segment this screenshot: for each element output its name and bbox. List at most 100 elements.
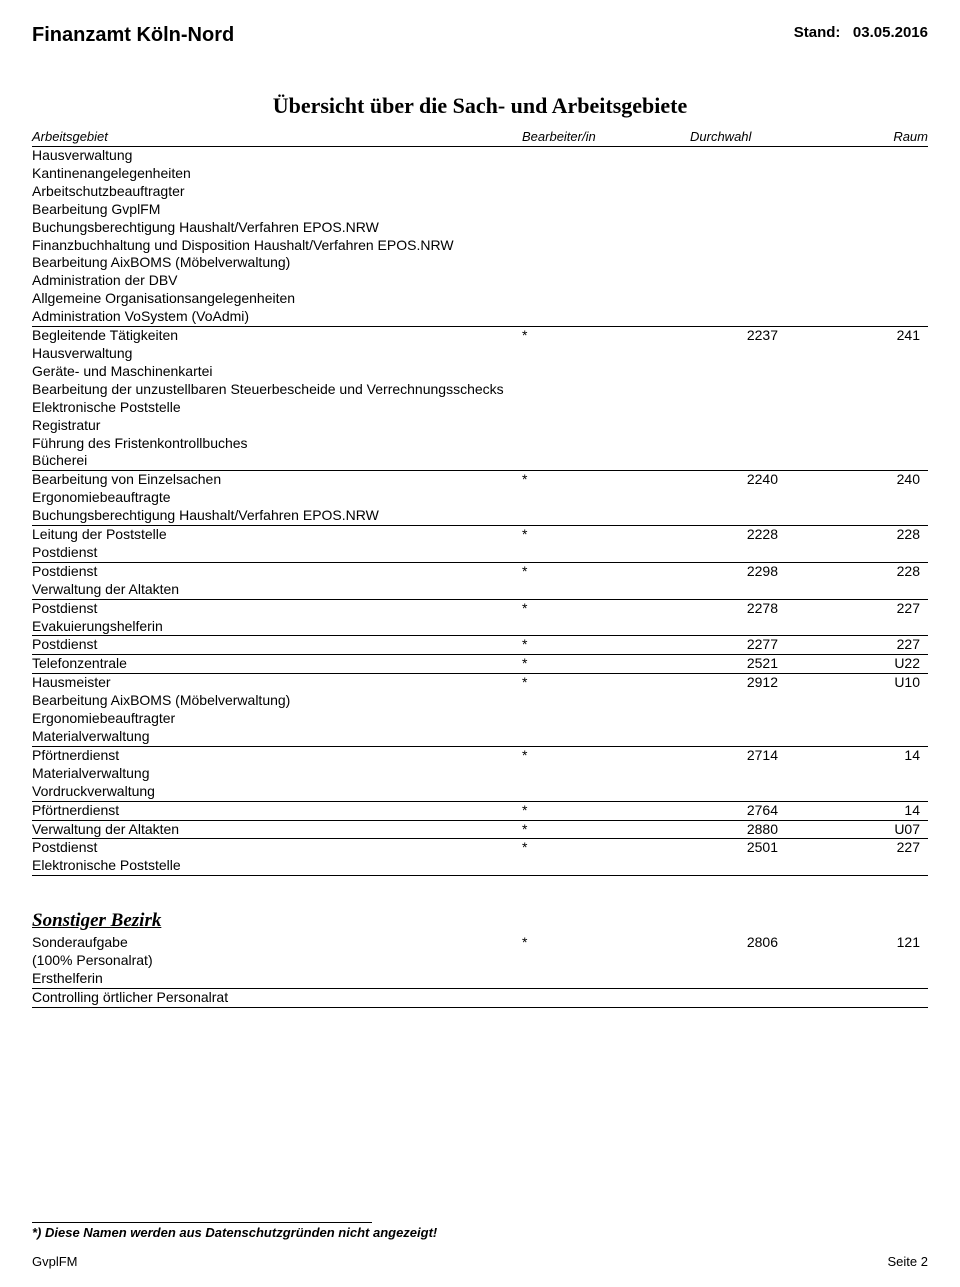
table-row: Bearbeitung von Einzelsachen*2240240 — [32, 471, 928, 489]
cell-raum — [840, 272, 928, 290]
cell-durchwahl: 2277 — [690, 636, 840, 654]
table-row: Bearbeitung GvplFM — [32, 201, 928, 219]
table-row: Bücherei — [32, 452, 928, 471]
cell-bearbeiter — [522, 147, 690, 165]
cell-raum: 228 — [840, 526, 928, 544]
cell-raum — [840, 765, 928, 783]
cell-arbeitsgebiet: Hausmeister — [32, 674, 522, 692]
cell-durchwahl — [690, 618, 840, 636]
cell-arbeitsgebiet: Elektronische Poststelle — [32, 399, 522, 417]
cell-arbeitsgebiet: Pförtnerdienst — [32, 747, 522, 765]
cell-raum — [840, 952, 928, 970]
table-row: Leitung der Poststelle*2228228 — [32, 526, 928, 544]
cell-bearbeiter — [522, 544, 690, 562]
cell-arbeitsgebiet: Postdienst — [32, 839, 522, 857]
table-row: Postdienst*2298228 — [32, 563, 928, 581]
cell-durchwahl: 2240 — [690, 471, 840, 489]
cell-arbeitsgebiet: Elektronische Poststelle — [32, 857, 522, 875]
cell-durchwahl — [690, 435, 840, 453]
cell-bearbeiter — [522, 710, 690, 728]
cell-raum — [840, 290, 928, 308]
cell-durchwahl — [690, 417, 840, 435]
cell-raum — [840, 183, 928, 201]
cell-durchwahl — [690, 308, 840, 326]
cell-durchwahl: 2228 — [690, 526, 840, 544]
table-row: Bearbeitung AixBOMS (Möbelverwaltung) — [32, 254, 928, 272]
cell-raum — [840, 710, 928, 728]
cell-arbeitsgebiet: Bücherei — [32, 452, 522, 470]
cell-bearbeiter — [522, 254, 690, 272]
cell-raum: U10 — [840, 674, 928, 692]
cell-bearbeiter — [522, 417, 690, 435]
cell-raum — [840, 237, 928, 255]
cell-bearbeiter — [522, 201, 690, 219]
cell-durchwahl: 2237 — [690, 327, 840, 345]
cell-durchwahl — [690, 581, 840, 599]
footer-right: Seite 2 — [888, 1254, 928, 1269]
cell-durchwahl — [690, 147, 840, 165]
cell-durchwahl — [690, 989, 840, 1007]
table-row: Postdienst — [32, 544, 928, 563]
cell-durchwahl — [690, 489, 840, 507]
cell-raum — [840, 399, 928, 417]
page-footer: *) Diese Namen werden aus Datenschutzgrü… — [32, 1222, 928, 1269]
cell-durchwahl — [690, 272, 840, 290]
cell-bearbeiter — [522, 783, 690, 801]
cell-arbeitsgebiet: Controlling örtlicher Personalrat — [32, 989, 522, 1007]
col-bearbeiter: Bearbeiter/in — [522, 129, 690, 144]
cell-bearbeiter: * — [522, 821, 690, 839]
cell-bearbeiter — [522, 237, 690, 255]
cell-durchwahl — [690, 183, 840, 201]
cell-raum: 227 — [840, 600, 928, 618]
cell-bearbeiter — [522, 765, 690, 783]
cell-raum — [840, 435, 928, 453]
stand-label: Stand: — [794, 24, 841, 41]
table-row: Ersthelferin — [32, 970, 928, 989]
table-row: Kantinenangelegenheiten — [32, 165, 928, 183]
section2-table: Sonderaufgabe*2806121(100% Personalrat)E… — [32, 934, 928, 1008]
table-row: Controlling örtlicher Personalrat — [32, 989, 928, 1008]
footnote-rule — [32, 1222, 372, 1223]
cell-arbeitsgebiet: Administration der DBV — [32, 272, 522, 290]
cell-durchwahl — [690, 710, 840, 728]
cell-bearbeiter — [522, 507, 690, 525]
cell-bearbeiter — [522, 308, 690, 326]
cell-arbeitsgebiet: Postdienst — [32, 544, 522, 562]
table-row: Administration der DBV — [32, 272, 928, 290]
stand: Stand: 03.05.2016 — [794, 24, 928, 41]
cell-durchwahl — [690, 692, 840, 710]
cell-durchwahl — [690, 363, 840, 381]
cell-arbeitsgebiet: Buchungsberechtigung Haushalt/Verfahren … — [32, 219, 522, 237]
cell-bearbeiter — [522, 363, 690, 381]
table-row: Registratur — [32, 417, 928, 435]
cell-bearbeiter — [522, 183, 690, 201]
cell-bearbeiter: * — [522, 655, 690, 673]
cell-arbeitsgebiet: Führung des Fristenkontrollbuches — [32, 435, 522, 453]
cell-durchwahl: 2501 — [690, 839, 840, 857]
table-row: Elektronische Poststelle — [32, 857, 928, 876]
table-row: Hausverwaltung — [32, 147, 928, 165]
cell-arbeitsgebiet: Verwaltung der Altakten — [32, 581, 522, 599]
section-sonstiger-bezirk: Sonstiger Bezirk — [32, 910, 928, 932]
cell-raum — [840, 783, 928, 801]
cell-arbeitsgebiet: Bearbeitung der unzustellbaren Steuerbes… — [32, 381, 522, 399]
table-row: Buchungsberechtigung Haushalt/Verfahren … — [32, 507, 928, 526]
table-row: Führung des Fristenkontrollbuches — [32, 435, 928, 453]
cell-raum — [840, 219, 928, 237]
cell-arbeitsgebiet: Verwaltung der Altakten — [32, 821, 522, 839]
col-arbeitsgebiet: Arbeitsgebiet — [32, 129, 522, 144]
table-row: Elektronische Poststelle — [32, 399, 928, 417]
stand-date: 03.05.2016 — [853, 24, 928, 41]
cell-arbeitsgebiet: Bearbeitung AixBOMS (Möbelverwaltung) — [32, 692, 522, 710]
cell-durchwahl: 2912 — [690, 674, 840, 692]
cell-bearbeiter — [522, 989, 690, 1007]
cell-raum — [840, 692, 928, 710]
cell-durchwahl — [690, 399, 840, 417]
cell-durchwahl: 2764 — [690, 802, 840, 820]
cell-arbeitsgebiet: Postdienst — [32, 563, 522, 581]
cell-raum — [840, 147, 928, 165]
cell-durchwahl — [690, 970, 840, 988]
cell-bearbeiter — [522, 399, 690, 417]
cell-bearbeiter: * — [522, 747, 690, 765]
cell-bearbeiter: * — [522, 327, 690, 345]
